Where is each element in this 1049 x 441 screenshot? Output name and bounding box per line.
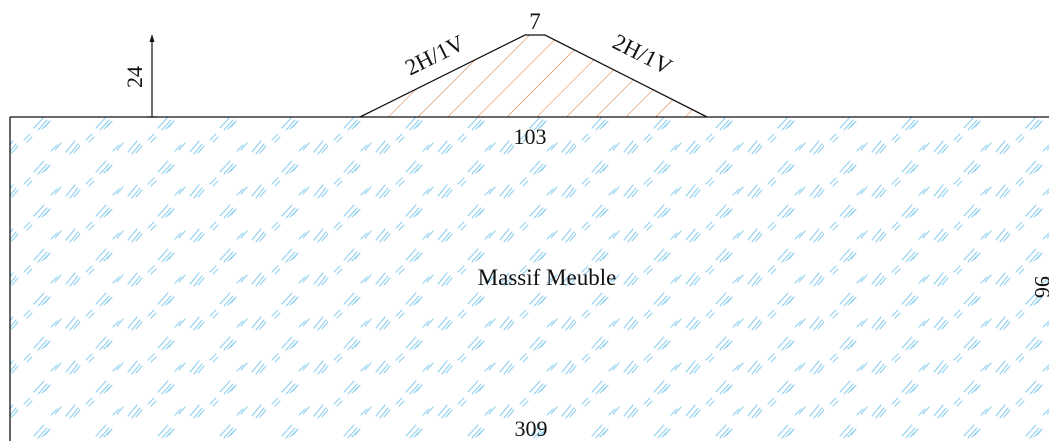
embankment-height-label: 24 xyxy=(122,66,147,88)
height-dimension-marker xyxy=(147,34,157,118)
crest-width-label: 7 xyxy=(529,9,541,34)
base-width-label: 103 xyxy=(514,124,547,149)
foundation-width-label: 309 xyxy=(515,416,548,441)
foundation-depth-label: 96 xyxy=(1030,276,1049,298)
foundation-soil-fill xyxy=(10,117,1049,441)
foundation-label: Massif Meuble xyxy=(478,265,617,290)
diagram-outlines xyxy=(9,34,1049,441)
embankment-outline xyxy=(359,34,708,118)
height-dimension-arrow-icon xyxy=(149,34,155,42)
